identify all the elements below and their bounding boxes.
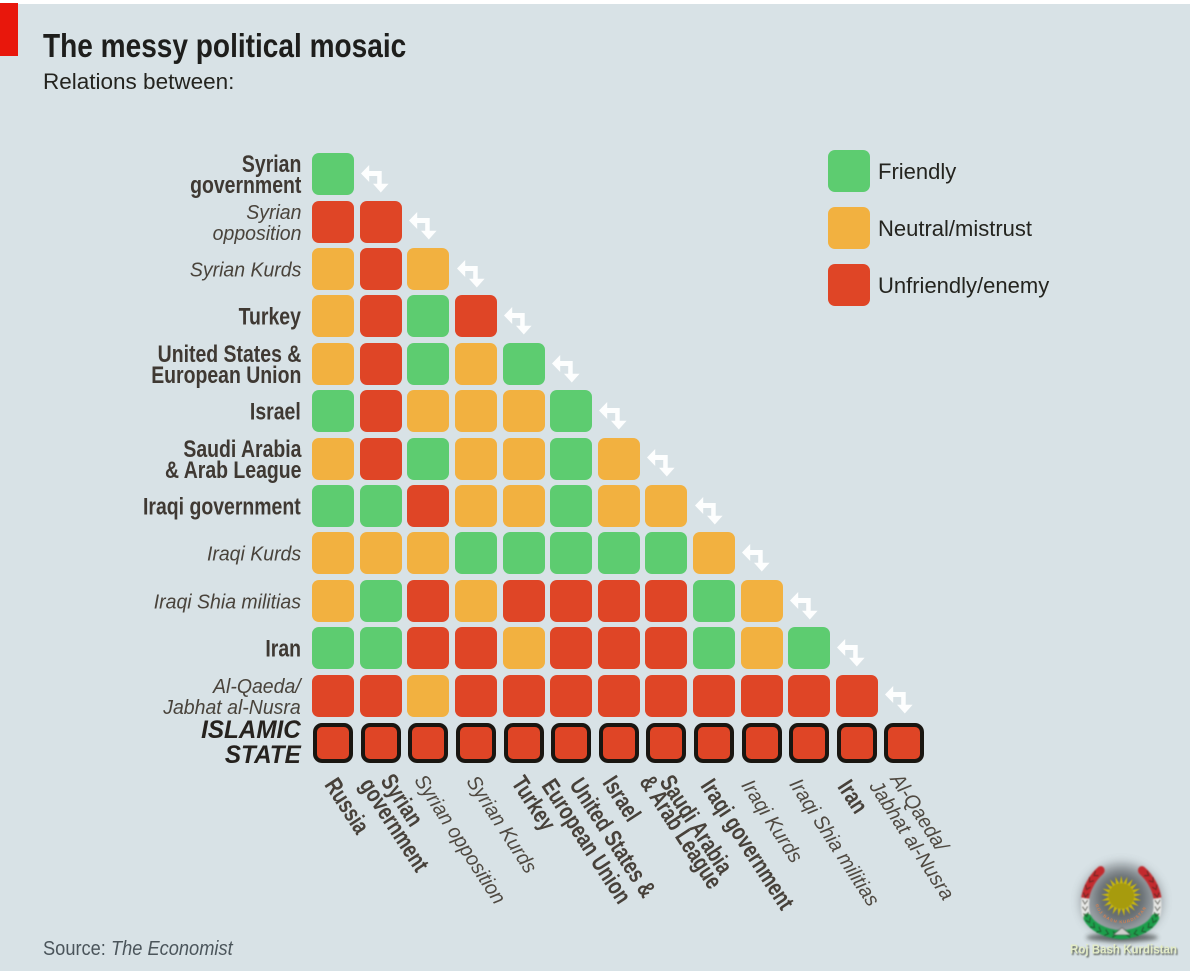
svg-text:Roj Bash Kurdistan: Roj Bash Kurdistan <box>1071 943 1178 958</box>
svg-text:Roj Bash Kurdistan: Roj Bash Kurdistan <box>1070 942 1177 957</box>
